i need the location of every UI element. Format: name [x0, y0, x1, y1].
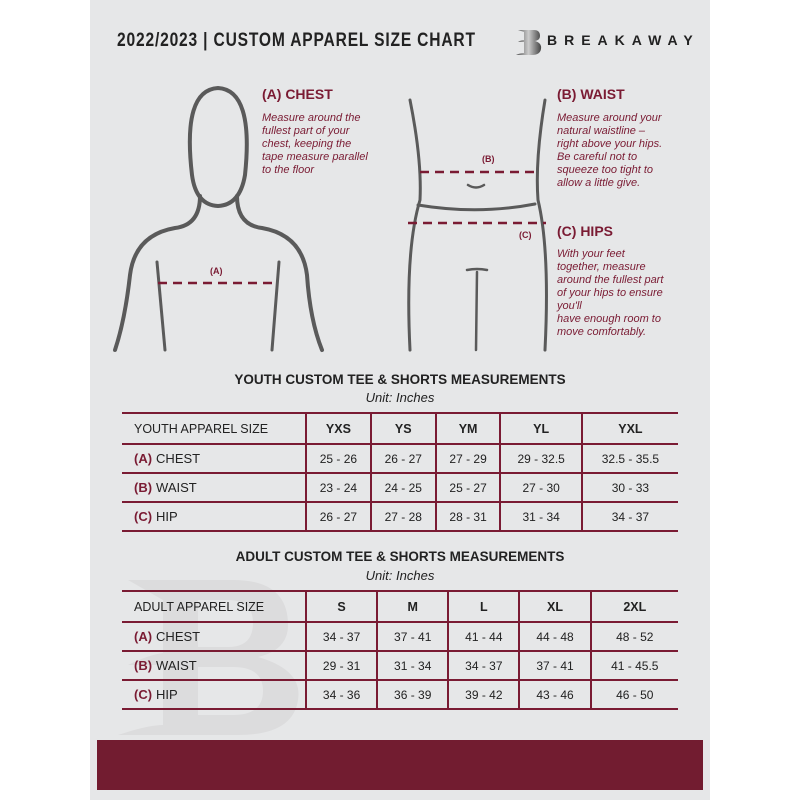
cell: 29 - 31: [304, 650, 378, 681]
size-header: YXS: [305, 412, 371, 445]
size-header: XL: [518, 590, 591, 623]
youth-unit: Unit: Inches: [365, 390, 435, 405]
row-label: (C) HIP: [122, 679, 306, 710]
right-shoulder: [235, 194, 324, 352]
table-header-row: YOUTH APPAREL SIZE YXS YS YM YL YXL: [122, 412, 678, 445]
row-code: (A): [134, 450, 153, 466]
size-header: YL: [499, 412, 582, 445]
cell: 30 - 33: [580, 472, 678, 503]
cell: 41 - 45.5: [589, 650, 678, 681]
row-code: (B): [134, 657, 153, 673]
chest-heading: (A) CHEST: [262, 86, 333, 102]
youth-size-table: YOUTH APPAREL SIZE YXS YS YM YL YXL (A) C…: [122, 412, 678, 532]
cell: 29 - 32.5: [499, 443, 582, 474]
row-label: (B) WAIST: [122, 650, 306, 681]
row-name: WAIST: [156, 657, 197, 673]
cell: 32.5 - 35.5: [580, 443, 678, 474]
size-header: 2XL: [589, 590, 678, 623]
cell: 24 - 25: [369, 472, 436, 503]
header-label: YOUTH APPAREL SIZE: [122, 412, 306, 445]
adult-unit: Unit: Inches: [365, 568, 435, 583]
row-name: HIP: [156, 508, 178, 524]
cell: 41 - 44: [447, 621, 520, 652]
footer-band: [97, 740, 703, 790]
table-row: (B) WAIST 29 - 31 31 - 34 34 - 37 37 - 41 41 …: [122, 650, 678, 681]
table-row: (A) CHEST 34 - 37 37 - 41 41 - 44 44 - 48 48 …: [122, 621, 678, 652]
row-name: CHEST: [156, 450, 201, 466]
page-title: 2022/2023 | CUSTOM APPAREL SIZE CHART: [117, 30, 476, 51]
header-label: ADULT APPAREL SIZE: [122, 590, 306, 623]
row-label: (C) HIP: [122, 501, 306, 532]
chest-marker: (A): [210, 266, 223, 276]
cell: 37 - 41: [376, 621, 449, 652]
cell: 31 - 34: [376, 650, 449, 681]
cell: 34 - 36: [304, 679, 378, 710]
size-header: YM: [434, 412, 501, 445]
torso-left: [407, 98, 422, 352]
hips-description: With your feet together, measure around …: [557, 248, 664, 338]
cell: 44 - 48: [518, 621, 591, 652]
chest-description: Measure around the fullest part of your …: [262, 112, 368, 176]
cell: 26 - 27: [369, 443, 436, 474]
row-label: (A) CHEST: [122, 443, 306, 474]
adult-table-title: ADULT CUSTOM TEE & SHORTS MEASUREMENTS: [235, 549, 565, 564]
table-row: (A) CHEST 25 - 26 26 - 27 27 - 29 29 - 32.5 3…: [122, 443, 678, 474]
row-name: HIP: [156, 686, 178, 702]
left-shoulder: [113, 194, 202, 352]
size-header: S: [304, 590, 378, 623]
table-row: (B) WAIST 23 - 24 24 - 25 25 - 27 27 - 30 30 …: [122, 472, 678, 503]
waist-description: Measure around your natural waistline – …: [557, 112, 663, 189]
cell: 23 - 24: [305, 472, 371, 503]
hips-heading: (C) HIPS: [557, 223, 613, 239]
adult-size-table: ADULT APPAREL SIZE S M L XL 2XL (A) CHEST…: [122, 590, 678, 710]
waist-marker: (B): [482, 154, 495, 164]
size-header: YXL: [580, 412, 678, 445]
cell: 37 - 41: [518, 650, 591, 681]
brand-name: BREAKAWAY: [547, 32, 700, 48]
breakaway-logo-icon: [516, 30, 542, 55]
cell: 39 - 42: [447, 679, 520, 710]
cell: 25 - 27: [434, 472, 501, 503]
row-label: (B) WAIST: [122, 472, 306, 503]
row-label: (A) CHEST: [122, 621, 306, 652]
row-code: (C): [134, 686, 153, 702]
hips-marker: (C): [519, 230, 532, 240]
cell: 31 - 34: [499, 501, 582, 532]
cell: 26 - 27: [305, 501, 371, 532]
body-measurement-illustration: [113, 85, 548, 352]
cell: 34 - 37: [580, 501, 678, 532]
cell: 27 - 30: [499, 472, 582, 503]
head-outline: [187, 85, 249, 209]
torso-right: [535, 98, 548, 352]
size-header: M: [376, 590, 449, 623]
size-header: L: [447, 590, 520, 623]
cell: 36 - 39: [376, 679, 449, 710]
cell: 28 - 31: [434, 501, 501, 532]
row-code: (C): [134, 508, 153, 524]
cell: 46 - 50: [589, 679, 678, 710]
row-name: CHEST: [156, 628, 201, 644]
youth-table-title: YOUTH CUSTOM TEE & SHORTS MEASUREMENTS: [234, 372, 566, 387]
cell: 27 - 29: [434, 443, 501, 474]
table-header-row: ADULT APPAREL SIZE S M L XL 2XL: [122, 590, 678, 623]
row-name: WAIST: [156, 479, 197, 495]
cell: 43 - 46: [518, 679, 591, 710]
table-row: (C) HIP 26 - 27 27 - 28 28 - 31 31 - 34 34 - …: [122, 501, 678, 532]
row-code: (B): [134, 479, 153, 495]
cell: 27 - 28: [369, 501, 436, 532]
cell: 25 - 26: [305, 443, 371, 474]
size-header: YS: [369, 412, 436, 445]
cell: 34 - 37: [304, 621, 378, 652]
cell: 48 - 52: [589, 621, 678, 652]
row-code: (A): [134, 628, 153, 644]
waist-heading: (B) WAIST: [557, 86, 625, 102]
table-row: (C) HIP 34 - 36 36 - 39 39 - 42 43 - 46 46 - …: [122, 679, 678, 710]
cell: 34 - 37: [447, 650, 520, 681]
